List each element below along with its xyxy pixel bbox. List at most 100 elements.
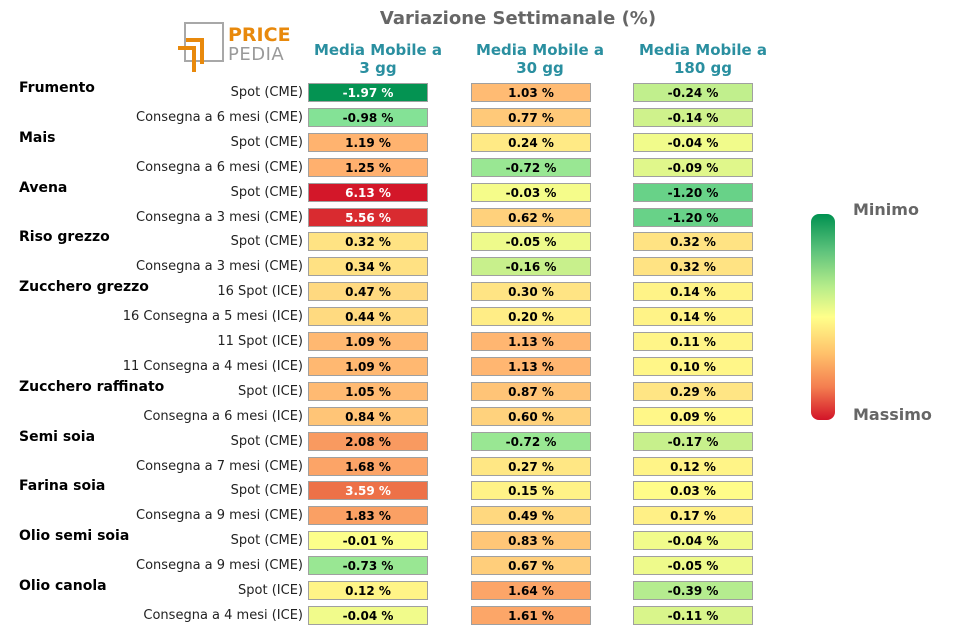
heatmap-cell: 1.19 % [308, 132, 428, 152]
heatmap-cell: 1.03 % [471, 83, 591, 102]
heatmap-cell: 1.05 % [308, 381, 428, 401]
heatmap-cell: -0.24 % [633, 83, 753, 102]
logo-mark-icon [178, 22, 224, 72]
heatmap-cell: -1.20 % [633, 182, 753, 202]
heatmap-cell: 0.10 % [633, 356, 753, 376]
heatmap-cell: -0.05 % [633, 556, 753, 576]
contract-row-label: Consegna a 9 mesi (CME) [136, 558, 303, 574]
contract-row-label: 11 Consegna a 4 mesi (ICE) [122, 358, 303, 374]
commodity-group-label: Olio canola [19, 578, 107, 594]
heatmap-cell: 0.14 % [633, 282, 753, 302]
heatmap-cell: -0.04 % [308, 605, 428, 625]
heatmap-cell: 0.32 % [633, 232, 753, 252]
contract-row-label: Spot (CME) [230, 533, 303, 549]
heatmap-cell: -0.09 % [633, 157, 753, 177]
contract-row-label: Spot (CME) [230, 134, 303, 150]
contract-row-label: Spot (CME) [230, 85, 303, 100]
heatmap-cell: -0.04 % [633, 531, 753, 551]
heatmap-cell: 0.24 % [471, 132, 591, 152]
heatmap-cell: 0.87 % [471, 381, 591, 401]
heatmap-cell: -1.97 % [308, 83, 428, 102]
contract-row-label: Consegna a 6 mesi (ICE) [143, 408, 303, 424]
heatmap-cell: 0.30 % [471, 282, 591, 302]
legend-max-label: Massimo [853, 405, 932, 424]
column-header: Media Mobile a 30 gg [475, 41, 605, 77]
heatmap-cell: 1.09 % [308, 356, 428, 376]
heatmap-cell: 0.27 % [471, 456, 591, 476]
heatmap-cell: 0.17 % [633, 506, 753, 526]
contract-row-label: 16 Spot (ICE) [217, 284, 303, 300]
commodity-group-label: Olio semi soia [19, 528, 130, 545]
commodity-group-label: Semi soia [19, 428, 96, 445]
contract-row-label: Consegna a 6 mesi (CME) [136, 159, 303, 175]
heatmap-cell: -1.20 % [633, 207, 753, 227]
contract-row-label: Spot (CME) [230, 184, 303, 200]
heatmap-cell: 0.32 % [633, 257, 753, 277]
contract-row-label: Consegna a 4 mesi (ICE) [143, 607, 303, 623]
logo-text-pedia: PEDIA [228, 44, 285, 65]
heatmap-cell: 0.09 % [633, 406, 753, 426]
contract-row-label: 11 Spot (ICE) [217, 334, 303, 349]
contract-row-label: Consegna a 9 mesi (CME) [136, 508, 303, 524]
color-scale-bar [811, 214, 835, 420]
heatmap-cell: -0.14 % [633, 107, 753, 127]
heatmap-cell: 1.83 % [308, 506, 428, 526]
heatmap-cell: 1.25 % [308, 157, 428, 177]
heatmap-cell: 3.59 % [308, 481, 428, 501]
commodity-group-label: Mais [19, 129, 56, 146]
commodity-group-label: Farina soia [19, 478, 106, 495]
heatmap-cell: 1.64 % [471, 581, 591, 600]
heatmap-cell: -0.73 % [308, 556, 428, 576]
heatmap-cell: 0.03 % [633, 481, 753, 501]
heatmap-cell: -0.16 % [471, 257, 591, 277]
heatmap-cell: -0.04 % [633, 132, 753, 152]
heatmap-cell: 0.60 % [471, 406, 591, 426]
commodity-group-label: Riso grezzo [19, 229, 110, 246]
heatmap-cell: -0.72 % [471, 157, 591, 177]
contract-row-label: 16 Consegna a 5 mesi (ICE) [122, 309, 303, 325]
heatmap-cell: -0.98 % [308, 107, 428, 127]
contract-row-label: Spot (ICE) [238, 583, 303, 598]
commodity-group-label: Zucchero raffinato [19, 378, 165, 395]
heatmap-cell: 6.13 % [308, 182, 428, 202]
contract-row-label: Consegna a 7 mesi (CME) [136, 458, 303, 474]
commodity-group-label: Frumento [19, 80, 95, 96]
contract-row-label: Spot (CME) [230, 483, 303, 499]
heatmap-cell: 2.08 % [308, 431, 428, 451]
heatmap-cell: 0.32 % [308, 232, 428, 252]
heatmap-cell: 0.47 % [308, 282, 428, 302]
contract-row-label: Spot (ICE) [238, 383, 303, 399]
heatmap-cell: 0.67 % [471, 556, 591, 576]
heatmap-cell: 1.13 % [471, 356, 591, 376]
heatmap-cell: 1.13 % [471, 332, 591, 351]
commodity-group-label: Zucchero grezzo [19, 279, 149, 296]
heatmap-cell: -0.72 % [471, 431, 591, 451]
heatmap-cell: 1.09 % [308, 332, 428, 351]
heatmap-cell: 0.62 % [471, 207, 591, 227]
heatmap-cell: 0.84 % [308, 406, 428, 426]
heatmap-cell: 0.77 % [471, 107, 591, 127]
heatmap-cell: 0.83 % [471, 531, 591, 551]
contract-row-label: Consegna a 3 mesi (CME) [136, 209, 303, 225]
heatmap-cell: 1.68 % [308, 456, 428, 476]
heatmap-cell: -0.03 % [471, 182, 591, 202]
contract-row-label: Spot (CME) [230, 433, 303, 449]
heatmap-cell: -0.39 % [633, 581, 753, 600]
heatmap-cell: 0.12 % [633, 456, 753, 476]
heatmap-cell: -0.01 % [308, 531, 428, 551]
heatmap-cell: -0.05 % [471, 232, 591, 252]
heatmap-cell: 1.61 % [471, 605, 591, 625]
contract-row-label: Consegna a 3 mesi (CME) [136, 259, 303, 275]
heatmap-cell: 0.11 % [633, 332, 753, 351]
heatmap-cell: 5.56 % [308, 207, 428, 227]
heatmap-cell: 0.34 % [308, 257, 428, 277]
heatmap-cell: 0.29 % [633, 381, 753, 401]
heatmap-cell: -0.11 % [633, 605, 753, 625]
legend-min-label: Minimo [853, 200, 919, 219]
contract-row-label: Spot (CME) [230, 234, 303, 250]
heatmap-cell: 0.44 % [308, 307, 428, 327]
heatmap-cell: 0.14 % [633, 307, 753, 327]
commodity-group-label: Avena [19, 179, 68, 196]
heatmap-cell: 0.20 % [471, 307, 591, 327]
heatmap-cell: 0.15 % [471, 481, 591, 501]
